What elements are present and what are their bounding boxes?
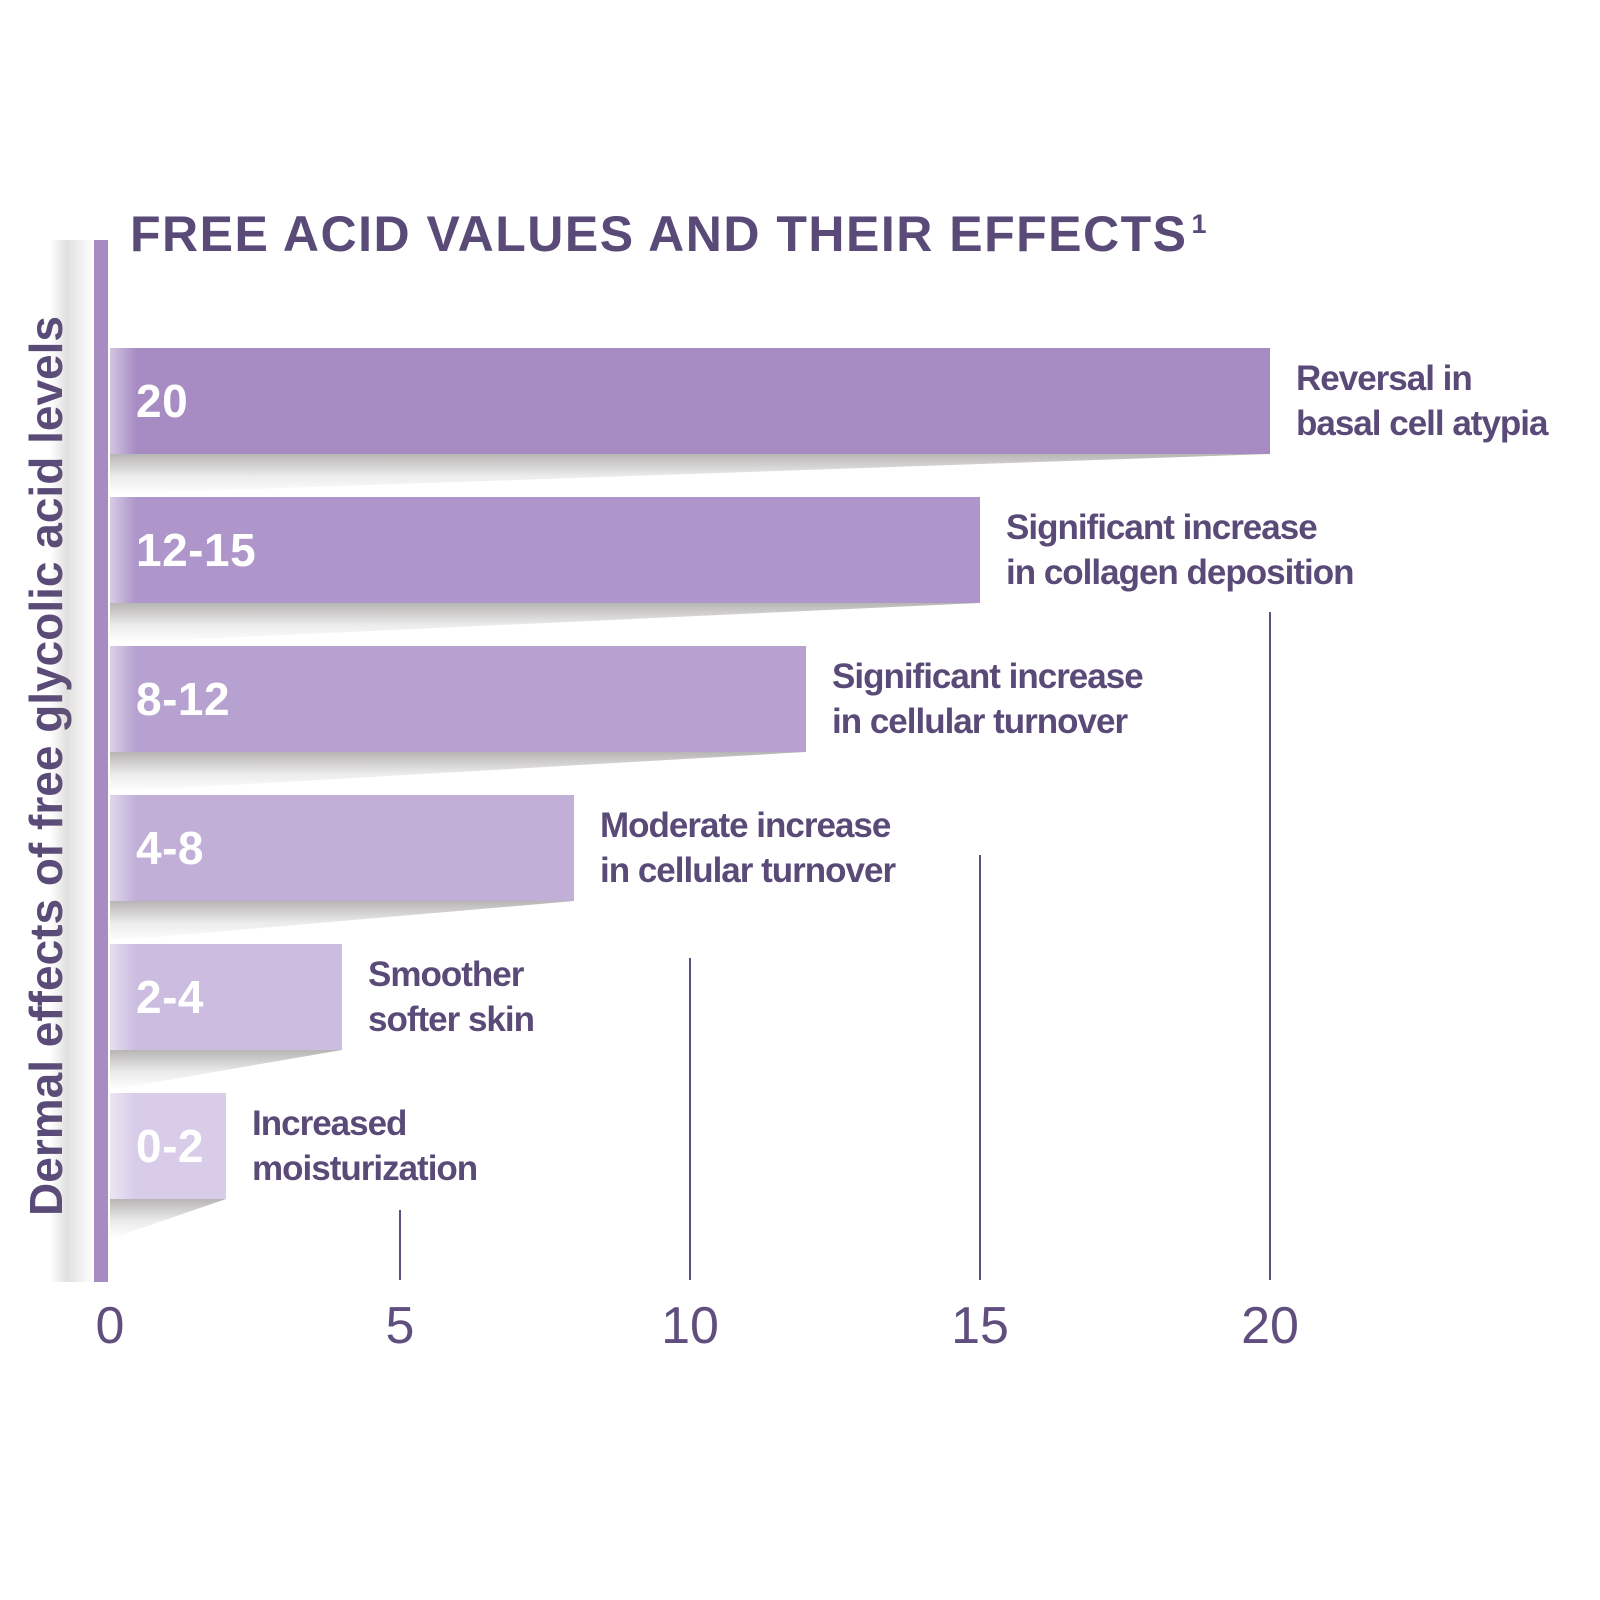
bar-12-15: 12-15 — [110, 497, 980, 603]
bar-annotation: Reversal in basal cell atypia — [1296, 348, 1548, 454]
annotation-line: Moderate increase — [600, 805, 891, 845]
bar-4-8: 4-8 — [110, 795, 574, 901]
bar-shadow — [110, 1199, 226, 1239]
annotation-line: in cellular turnover — [832, 702, 1128, 741]
bar-8-12: 8-12 — [110, 646, 806, 752]
bar-annotation: Moderate increase in cellular turnover — [600, 795, 896, 901]
x-gridline-15 — [979, 855, 981, 1280]
x-tick-label-0: 0 — [95, 1297, 125, 1355]
x-gridline-10 — [689, 958, 691, 1280]
y-axis-spine — [94, 240, 108, 1282]
annotation-line: moisturization — [252, 1149, 478, 1188]
x-gridline-5 — [399, 1210, 401, 1280]
bar-value-label: 12-15 — [136, 524, 257, 576]
x-tick-label-20: 20 — [1241, 1297, 1299, 1355]
bar-2-4: 2-4 — [110, 944, 342, 1050]
bar-value-label: 20 — [136, 375, 189, 427]
annotation-line: in collagen deposition — [1006, 553, 1354, 592]
bar-value-label: 0-2 — [136, 1120, 204, 1172]
bar-shadow — [110, 603, 980, 643]
annotation-line: Smoother — [368, 954, 524, 994]
bar-value-label: 2-4 — [136, 971, 204, 1023]
bar-value-label: 4-8 — [136, 822, 204, 874]
x-tick-label-10: 10 — [661, 1297, 719, 1355]
x-tick-label-15: 15 — [951, 1297, 1009, 1355]
bar-annotation: Significant increase in cellular turnover — [832, 646, 1144, 752]
bar-shadow — [110, 454, 1270, 494]
x-tick-label-5: 5 — [385, 1297, 415, 1355]
bar-annotation: Significant increase in collagen depositi… — [1006, 497, 1354, 603]
annotation-line: Increased — [252, 1103, 407, 1143]
chart-title: FREE ACID VALUES AND THEIR EFFECTS 1 — [130, 205, 1208, 263]
annotation-line: Reversal in — [1296, 358, 1473, 398]
chart-title-text: FREE ACID VALUES AND THEIR EFFECTS — [130, 206, 1188, 262]
title-superscript: 1 — [1191, 209, 1209, 240]
annotation-line: softer skin — [368, 1000, 535, 1039]
bar-shadow — [110, 901, 574, 941]
bar-annotation: Smoother softer skin — [368, 944, 535, 1050]
bar-shadow — [110, 1050, 342, 1090]
bar-20: 20 — [110, 348, 1270, 454]
bar-shadow — [110, 752, 806, 792]
annotation-line: Significant increase — [1006, 507, 1318, 547]
x-gridline-20 — [1269, 612, 1271, 1280]
annotation-line: Significant increase — [832, 656, 1144, 696]
bar-annotation: Increased moisturization — [252, 1093, 478, 1199]
annotation-line: in cellular turnover — [600, 851, 896, 890]
bar-value-label: 8-12 — [136, 673, 231, 725]
bar-0-2: 0-2 — [110, 1093, 226, 1199]
annotation-line: basal cell atypia — [1296, 404, 1548, 443]
axis-left-shadow — [50, 240, 94, 1282]
